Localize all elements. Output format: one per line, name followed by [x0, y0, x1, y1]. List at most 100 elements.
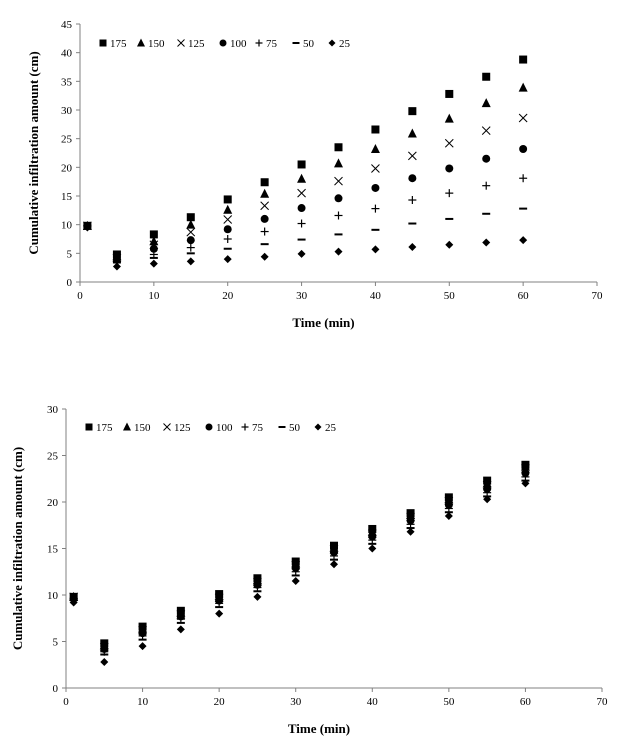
- chart-top: 0 5 10 15 20 25 30 35 40 45 0 10 20 30 40 50 60 70 Time (m…: [26, 19, 603, 330]
- point-75-plus: [408, 196, 417, 205]
- point-100-circle: [297, 204, 306, 213]
- point-150-triangle: [444, 494, 454, 504]
- point-150-triangle: [370, 143, 380, 153]
- point-150-triangle: [444, 113, 454, 123]
- point-75-plus: [186, 243, 195, 252]
- point-25-diamond: [149, 259, 158, 268]
- point-150-triangle: [186, 219, 196, 229]
- point-125-x: [481, 126, 491, 135]
- legend-marker-100: [205, 423, 213, 431]
- legend-label-175: 175: [96, 422, 113, 434]
- point-25-diamond: [186, 257, 195, 266]
- x-tick-label: 60: [518, 290, 530, 302]
- point-25-diamond: [368, 544, 377, 553]
- x-tick-label: 20: [222, 290, 234, 302]
- x-tick-label: 50: [444, 290, 456, 302]
- point-175-square: [445, 89, 454, 98]
- point-125-x: [334, 176, 343, 186]
- point-25-diamond: [445, 240, 454, 249]
- y-tick-label: 25: [47, 451, 59, 463]
- point-175-square: [186, 213, 195, 222]
- point-75-plus: [223, 235, 232, 243]
- y-tick-label: 0: [67, 277, 73, 289]
- point-75-plus: [371, 204, 380, 213]
- point-175-square: [408, 107, 417, 116]
- legend-marker-75: [241, 423, 249, 431]
- point-100-circle: [408, 174, 417, 183]
- point-125-x-stroke-b: [408, 151, 417, 161]
- y-tick-label: 30: [61, 105, 73, 117]
- point-75-plus: [406, 520, 415, 529]
- point-175-square: [260, 178, 269, 187]
- point-25-diamond: [260, 252, 269, 261]
- point-75-plus: [368, 536, 377, 545]
- y-axis-label: Cumulative infiltration amount (cm): [26, 51, 41, 254]
- point-75-plus: [330, 551, 338, 560]
- legend-marker-25: [328, 39, 336, 47]
- legend-label-100: 100: [216, 422, 233, 434]
- point-150-triangle: [520, 461, 530, 471]
- point-25-diamond: [138, 642, 147, 651]
- point-150-triangle: [406, 510, 416, 520]
- point-25-diamond: [215, 609, 224, 618]
- y-tick-label: 5: [53, 637, 59, 649]
- point-75-plus: [444, 504, 453, 513]
- point-75-plus: [260, 227, 269, 236]
- legend-marker-175: [99, 39, 107, 47]
- point-125-x-stroke-b: [186, 227, 196, 237]
- point-100-circle: [260, 214, 269, 223]
- legend-marker-75: [255, 39, 263, 47]
- point-125-x: [297, 188, 306, 198]
- legend-marker-125: [163, 423, 171, 431]
- point-75-plus: [253, 583, 262, 592]
- x-tick-label: 0: [77, 290, 83, 302]
- point-125-x-stroke-b: [444, 138, 454, 148]
- point-75-plus: [445, 189, 454, 198]
- point-125-x: [408, 151, 417, 161]
- legend-label-175: 175: [110, 38, 127, 50]
- x-tick-label: 10: [137, 696, 149, 708]
- point-75-plus: [176, 615, 185, 624]
- y-tick-label: 15: [61, 191, 73, 203]
- legend-marker-125-stroke-b: [163, 423, 171, 431]
- point-100-circle: [445, 164, 454, 173]
- point-125-x-stroke-b: [260, 201, 269, 211]
- point-125-x-stroke-b: [297, 188, 306, 198]
- point-175-square: [297, 160, 306, 169]
- point-75-plus: [297, 219, 306, 228]
- legend-marker-150: [123, 422, 131, 431]
- point-25-diamond: [444, 511, 453, 520]
- point-125-x-stroke-b: [223, 215, 233, 224]
- legend-label-50: 50: [289, 422, 301, 434]
- point-150-triangle: [223, 204, 233, 214]
- legend-marker-125: [177, 39, 185, 47]
- point-100-circle: [149, 244, 158, 253]
- point-175-square: [334, 143, 343, 152]
- y-tick-label: 20: [61, 162, 73, 174]
- legend-marker-100: [219, 39, 227, 47]
- point-25-diamond: [223, 255, 232, 264]
- legend-label-125: 125: [188, 38, 205, 50]
- point-25-diamond: [297, 249, 306, 258]
- x-tick-label: 70: [592, 290, 604, 302]
- point-150-triangle: [260, 188, 270, 198]
- point-100-circle: [334, 194, 343, 203]
- x-tick-label: 50: [443, 696, 455, 708]
- y-tick-label: 20: [47, 497, 59, 509]
- point-125-x: [186, 227, 196, 237]
- point-175-square: [371, 125, 380, 134]
- legend-label-25: 25: [339, 38, 351, 50]
- point-100-circle: [371, 183, 380, 192]
- point-100-circle: [482, 154, 491, 163]
- point-125-x-stroke-b: [334, 176, 343, 186]
- point-175-square: [519, 55, 528, 64]
- legend-marker-150: [137, 38, 145, 47]
- point-25-diamond: [519, 236, 528, 245]
- point-25-diamond: [112, 262, 121, 271]
- point-25-diamond: [100, 657, 109, 666]
- x-tick-label: 40: [367, 696, 379, 708]
- point-150-triangle: [481, 98, 491, 108]
- x-tick-label: 30: [290, 696, 302, 708]
- y-tick-label: 15: [47, 544, 59, 556]
